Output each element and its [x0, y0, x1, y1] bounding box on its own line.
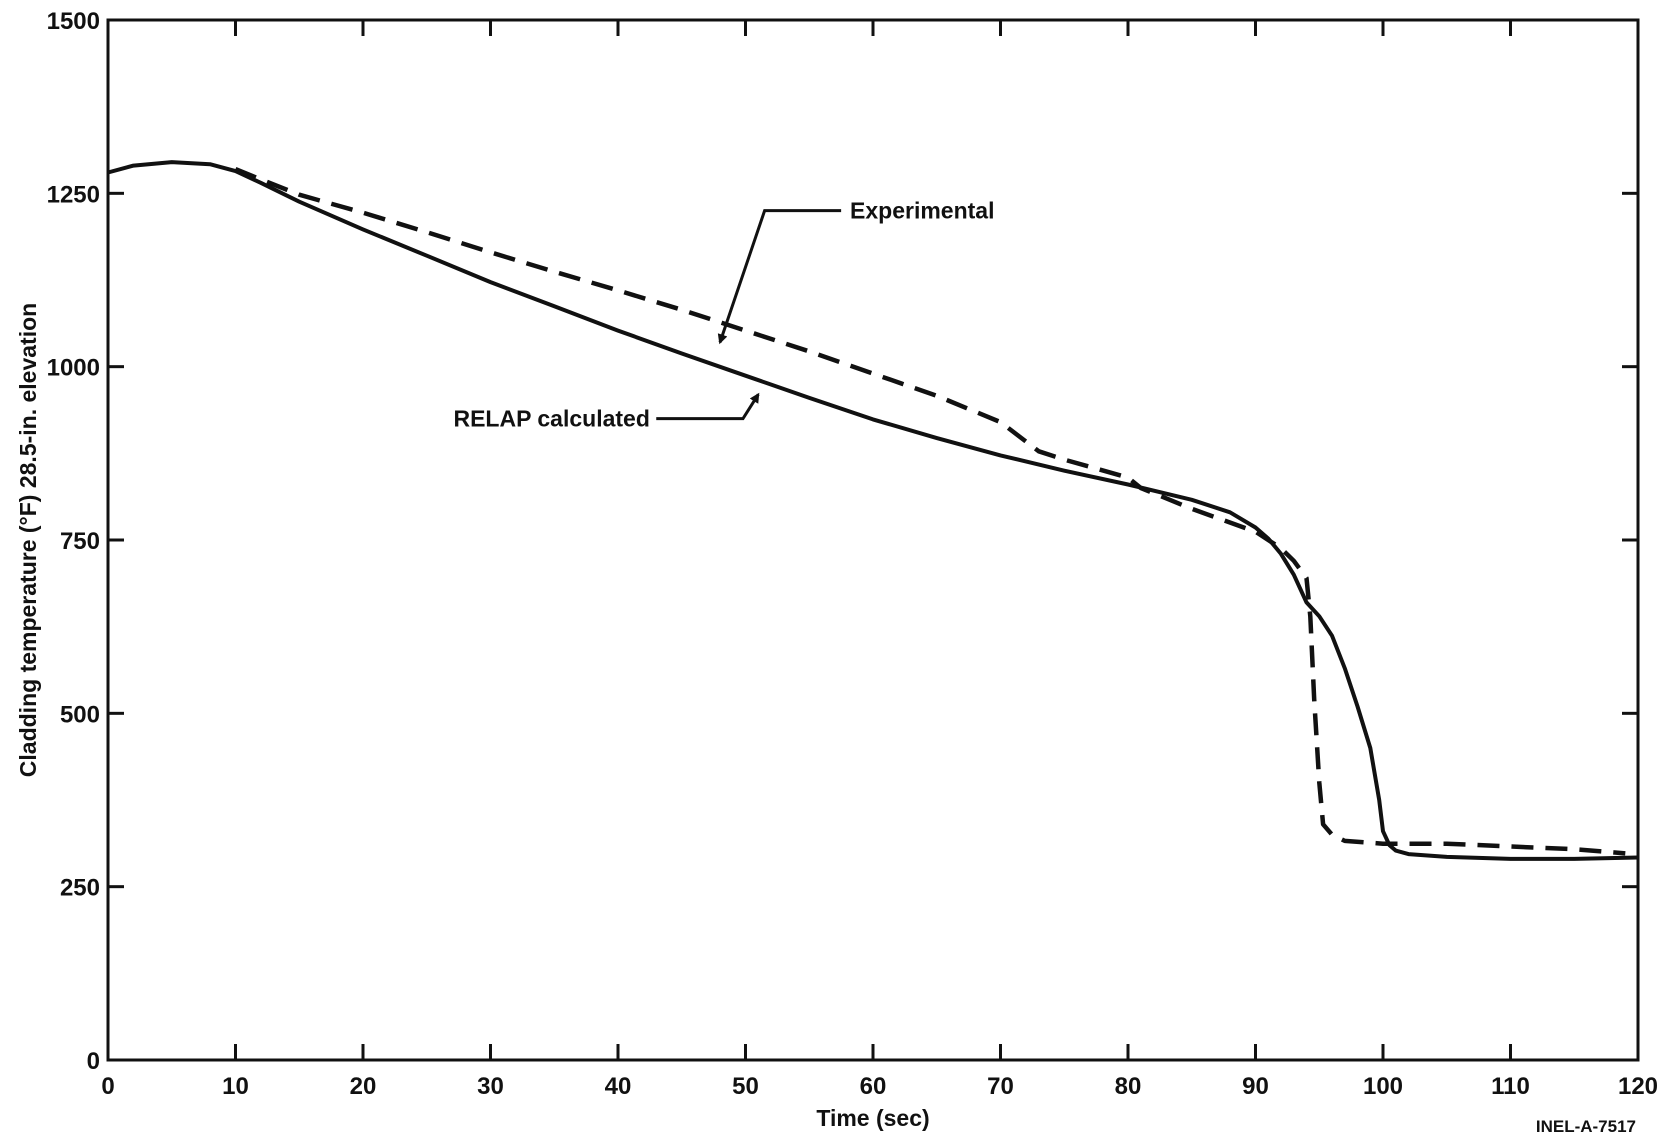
series-line-experimental — [234, 167, 1626, 856]
y-tick-label: 0 — [87, 1048, 100, 1075]
x-tick-label: 100 — [1363, 1073, 1403, 1100]
y-tick-label: 1250 — [47, 181, 100, 208]
y-axis-title: Cladding temperature (°F) 28.5-in. eleva… — [15, 303, 41, 777]
axis-tick-labels: 0 10 20 30 40 50 60 70 80 90 100 110 120 0 250 500 750 10… — [47, 8, 1658, 1100]
y-tick-label: 1500 — [47, 8, 100, 35]
y-tick-label: 250 — [60, 875, 100, 902]
figure-id-label: INEL-A-7517 — [1536, 1117, 1636, 1134]
x-tick-label: 40 — [605, 1073, 632, 1100]
x-tick-label: 10 — [222, 1073, 249, 1100]
x-axis-title: Time (sec) — [816, 1105, 929, 1131]
plot-frame — [106, 18, 1640, 1062]
relap-leader-line — [656, 392, 760, 421]
series-line-relap-calculated — [107, 160, 1639, 861]
y-tick-label: 1000 — [47, 355, 100, 382]
series-layer — [107, 160, 1639, 861]
relap-label: RELAP calculated — [453, 406, 649, 432]
y-tick-label: 750 — [60, 528, 100, 555]
x-tick-label: 50 — [732, 1073, 759, 1100]
y-tick-label: 500 — [60, 701, 100, 728]
experimental-leader-line — [717, 209, 842, 345]
axis-ticks — [106, 18, 1640, 1062]
x-tick-label: 30 — [477, 1073, 504, 1100]
x-tick-label: 90 — [1242, 1073, 1269, 1100]
x-tick-label: 80 — [1115, 1073, 1142, 1100]
x-tick-label: 120 — [1618, 1073, 1658, 1100]
x-tick-label: 20 — [350, 1073, 377, 1100]
x-tick-label: 60 — [860, 1073, 887, 1100]
annotation-layer: Experimental RELAP calculated — [453, 198, 994, 432]
x-tick-label: 110 — [1491, 1073, 1530, 1100]
experimental-label: Experimental — [850, 198, 994, 224]
x-tick-label: 0 — [101, 1073, 114, 1100]
x-tick-label: 70 — [987, 1073, 1014, 1100]
